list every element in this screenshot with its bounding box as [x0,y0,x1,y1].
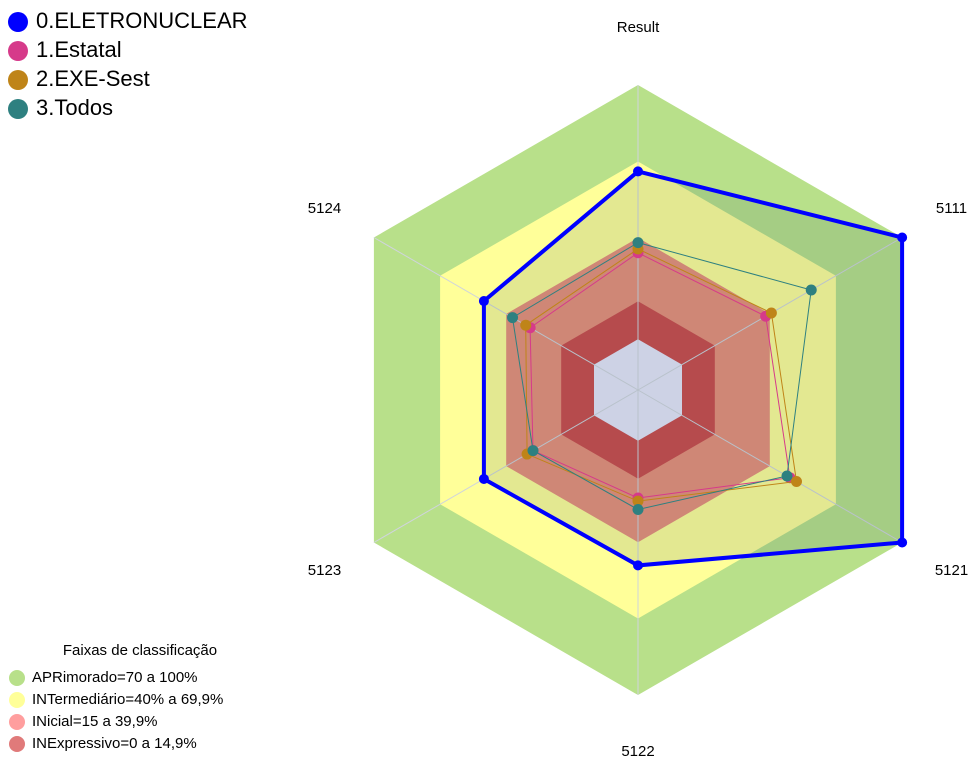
series-point [633,166,643,177]
legend-label: 1.Estatal [36,37,122,62]
series-point [633,560,643,571]
axis-label: 5111 [936,200,967,217]
series-point [765,307,777,319]
legend-label: 2.EXE-Sest [36,66,150,91]
legend-marker [8,70,28,90]
series-point [632,495,644,507]
band-legend-label: APRimorado=70 a 100% [32,669,198,686]
spoke [373,237,639,391]
series-point [478,473,489,484]
legend-marker [8,12,28,32]
axis-label: 5122 [621,743,654,760]
axis-label: 5121 [935,562,968,579]
legend-marker [8,41,28,61]
series-point [790,476,802,487]
series-point [527,445,539,457]
axis-label: 5123 [308,562,341,579]
axis-label: 5124 [308,200,341,217]
series-point [478,296,489,307]
series-point [781,470,793,482]
axis-label: Result [617,19,660,36]
band-legend-label: INicial=15 a 39,9% [32,713,158,730]
series-point [897,537,908,548]
series-point [805,284,817,296]
series-point [897,232,908,243]
band-legend-marker [9,714,25,730]
legend-label: 0.ELETRONUCLEAR [36,8,248,33]
spoke [637,389,903,543]
legend-marker [8,99,28,119]
band-legend-marker [9,736,25,752]
legend-title: Faixas de classificação [63,642,217,659]
legend-label: 3.Todos [36,95,113,120]
band-legend-label: INExpressivo=0 a 14,9% [32,735,197,752]
band-legend-label: INTermediário=40% a 69,9% [32,691,223,708]
spoke [373,389,639,543]
series-point [632,503,644,515]
band-legend-marker [9,670,25,686]
series-point [507,312,519,324]
series-point [520,319,532,331]
series-point [632,237,644,249]
band-legend-marker [9,692,25,708]
